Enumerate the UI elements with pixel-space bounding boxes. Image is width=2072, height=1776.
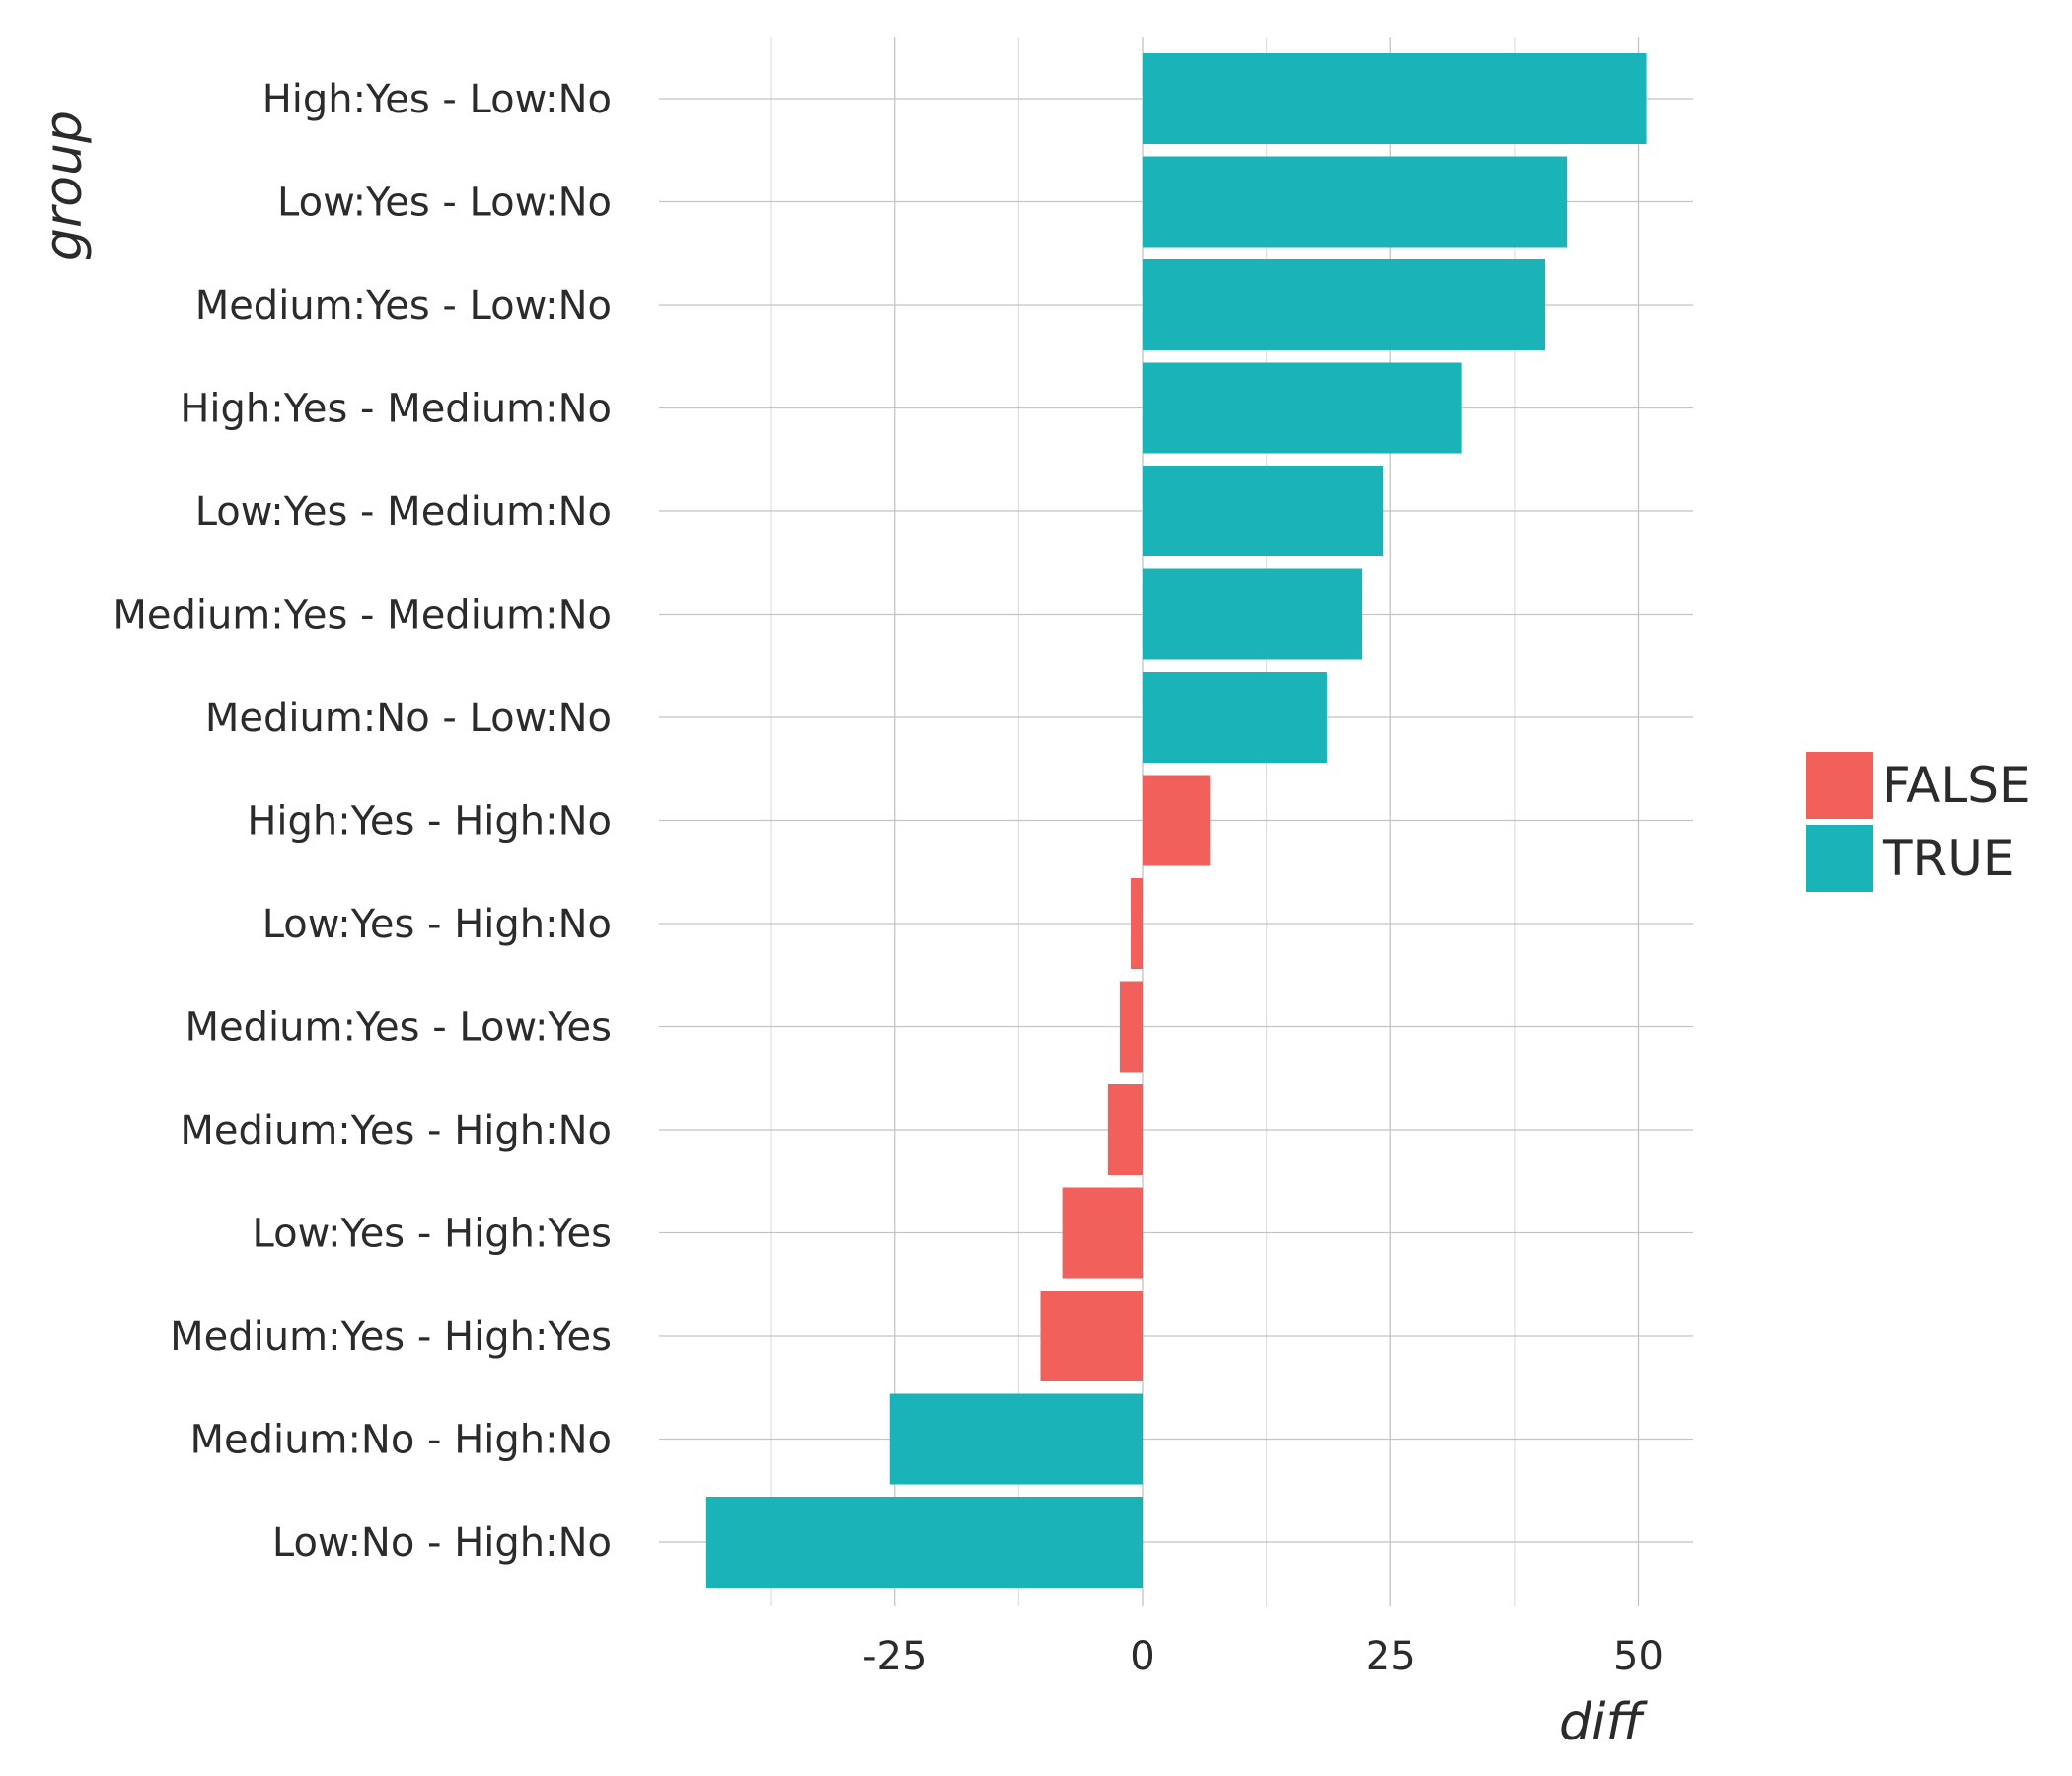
x-tick-label: 25 <box>1366 1634 1416 1679</box>
y-tick-label: Medium:Yes - Medium:No <box>112 593 612 638</box>
y-tick-label: Low:Yes - High:No <box>262 902 612 947</box>
y-tick-label: High:Yes - Medium:No <box>180 387 612 432</box>
y-axis-title: group <box>35 111 94 260</box>
bar <box>1143 259 1546 350</box>
bar <box>1143 362 1462 454</box>
bar <box>889 1393 1143 1485</box>
y-tick-label: Low:Yes - High:Yes <box>253 1212 612 1257</box>
bar <box>1143 53 1647 144</box>
legend-swatch-false <box>1806 752 1873 819</box>
y-tick-label: Low:No - High:No <box>272 1520 612 1566</box>
x-tick-labels: -25 0 25 50 <box>862 1634 1664 1679</box>
x-tick-label: 50 <box>1613 1634 1664 1679</box>
x-tick-label: 0 <box>1130 1634 1154 1679</box>
bar <box>1143 466 1384 556</box>
y-tick-label: Medium:No - High:No <box>190 1418 612 1463</box>
bar <box>1107 1084 1143 1175</box>
bar <box>1143 775 1211 866</box>
y-tick-label: High:Yes - Low:No <box>262 77 612 122</box>
y-tick-labels: High:Yes - Low:No Low:Yes - Low:No Medium:… <box>112 77 612 1566</box>
y-tick-label: Medium:Yes - High:Yes <box>170 1314 612 1360</box>
bar <box>705 1497 1143 1588</box>
y-tick-label: Low:Yes - Low:No <box>277 181 612 226</box>
x-tick-label: -25 <box>862 1634 926 1679</box>
y-tick-label: Medium:Yes - Low:No <box>195 283 612 329</box>
legend-label-false: FALSE <box>1883 757 2031 814</box>
x-axis-title: diff <box>1559 1693 1648 1752</box>
bar <box>1143 156 1568 248</box>
bars <box>705 53 1647 1588</box>
legend-label-true: TRUE <box>1882 830 2014 887</box>
y-tick-label: Medium:Yes - High:No <box>180 1108 612 1153</box>
y-tick-label: Medium:Yes - Low:Yes <box>185 1005 612 1051</box>
bar <box>1143 672 1327 763</box>
y-tick-label: Low:Yes - Medium:No <box>195 489 612 535</box>
y-tick-label: High:Yes - High:No <box>247 799 612 845</box>
bar <box>1062 1187 1143 1279</box>
y-tick-label: Medium:No - Low:No <box>205 696 612 741</box>
bar <box>1130 878 1143 969</box>
bar <box>1143 568 1363 660</box>
bar <box>1119 981 1143 1073</box>
legend: FALSE TRUE <box>1806 752 2031 892</box>
legend-swatch-true <box>1806 825 1873 892</box>
bar <box>1040 1291 1143 1381</box>
